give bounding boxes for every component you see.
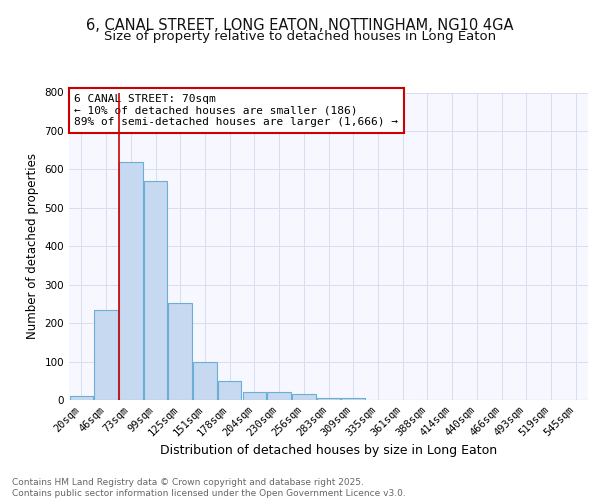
Bar [169, 303, 192, 400]
Bar [268, 392, 291, 400]
Text: Size of property relative to detached houses in Long Eaton: Size of property relative to detached ho… [104, 30, 496, 43]
X-axis label: Distribution of detached houses by size in Long Eaton: Distribution of detached houses by size … [160, 444, 497, 457]
Bar [70, 396, 93, 400]
Y-axis label: Number of detached properties: Number of detached properties [26, 153, 39, 339]
Text: 6 CANAL STREET: 70sqm
← 10% of detached houses are smaller (186)
89% of semi-det: 6 CANAL STREET: 70sqm ← 10% of detached … [74, 94, 398, 127]
Bar [242, 392, 266, 400]
Bar [144, 181, 167, 400]
Bar [94, 310, 118, 400]
Bar [317, 398, 340, 400]
Bar [193, 362, 217, 400]
Bar [341, 398, 365, 400]
Bar [119, 162, 143, 400]
Bar [292, 394, 316, 400]
Bar [218, 381, 241, 400]
Text: Contains HM Land Registry data © Crown copyright and database right 2025.
Contai: Contains HM Land Registry data © Crown c… [12, 478, 406, 498]
Text: 6, CANAL STREET, LONG EATON, NOTTINGHAM, NG10 4GA: 6, CANAL STREET, LONG EATON, NOTTINGHAM,… [86, 18, 514, 32]
